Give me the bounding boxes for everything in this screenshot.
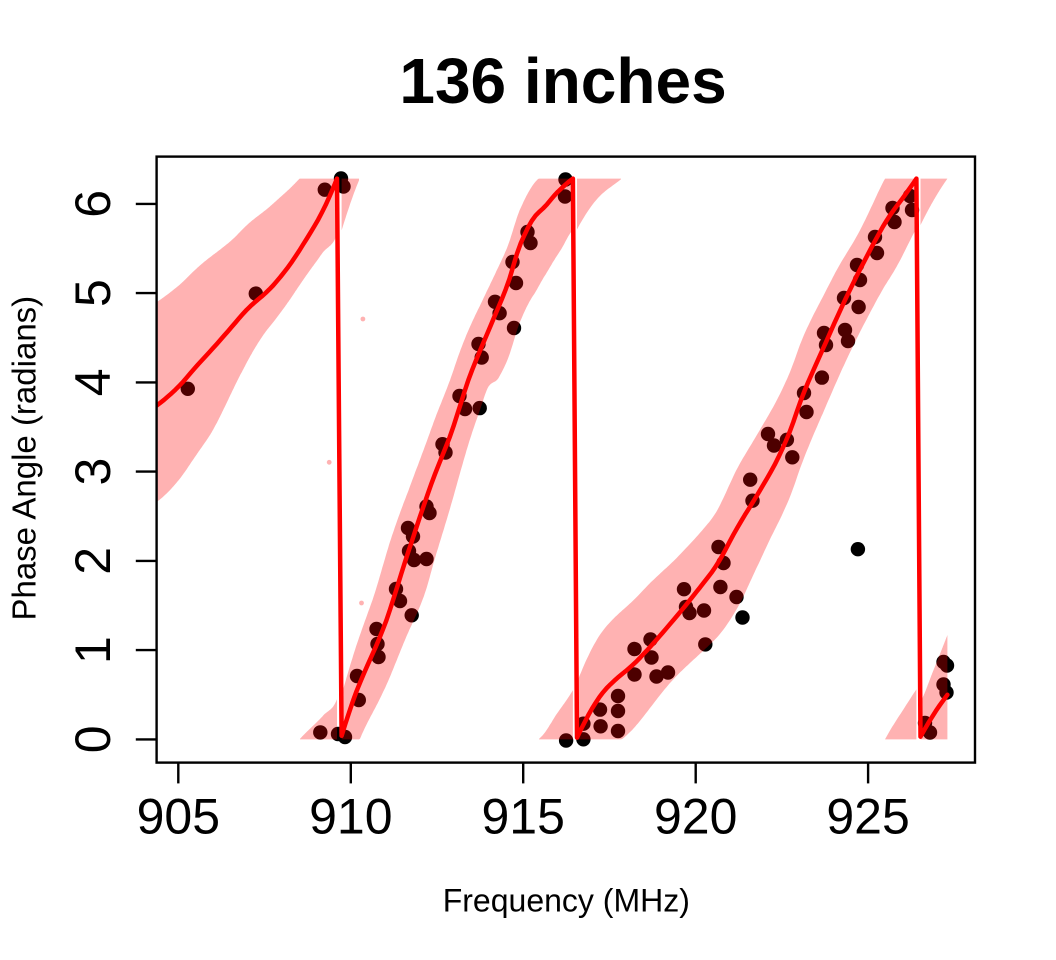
svg-text:136 inches: 136 inches — [399, 45, 726, 117]
svg-text:0: 0 — [65, 725, 121, 753]
svg-text:4: 4 — [65, 368, 121, 396]
svg-text:915: 915 — [481, 788, 564, 844]
svg-text:6: 6 — [65, 190, 121, 218]
svg-text:3: 3 — [65, 458, 121, 486]
svg-text:Frequency (MHz): Frequency (MHz) — [443, 883, 690, 919]
svg-text:5: 5 — [65, 279, 121, 307]
svg-text:905: 905 — [137, 788, 220, 844]
svg-text:1: 1 — [65, 636, 121, 664]
svg-text:Phase Angle (radians): Phase Angle (radians) — [6, 296, 43, 621]
svg-text:910: 910 — [309, 788, 392, 844]
svg-text:920: 920 — [654, 788, 737, 844]
svg-text:925: 925 — [826, 788, 909, 844]
svg-text:2: 2 — [65, 547, 121, 575]
